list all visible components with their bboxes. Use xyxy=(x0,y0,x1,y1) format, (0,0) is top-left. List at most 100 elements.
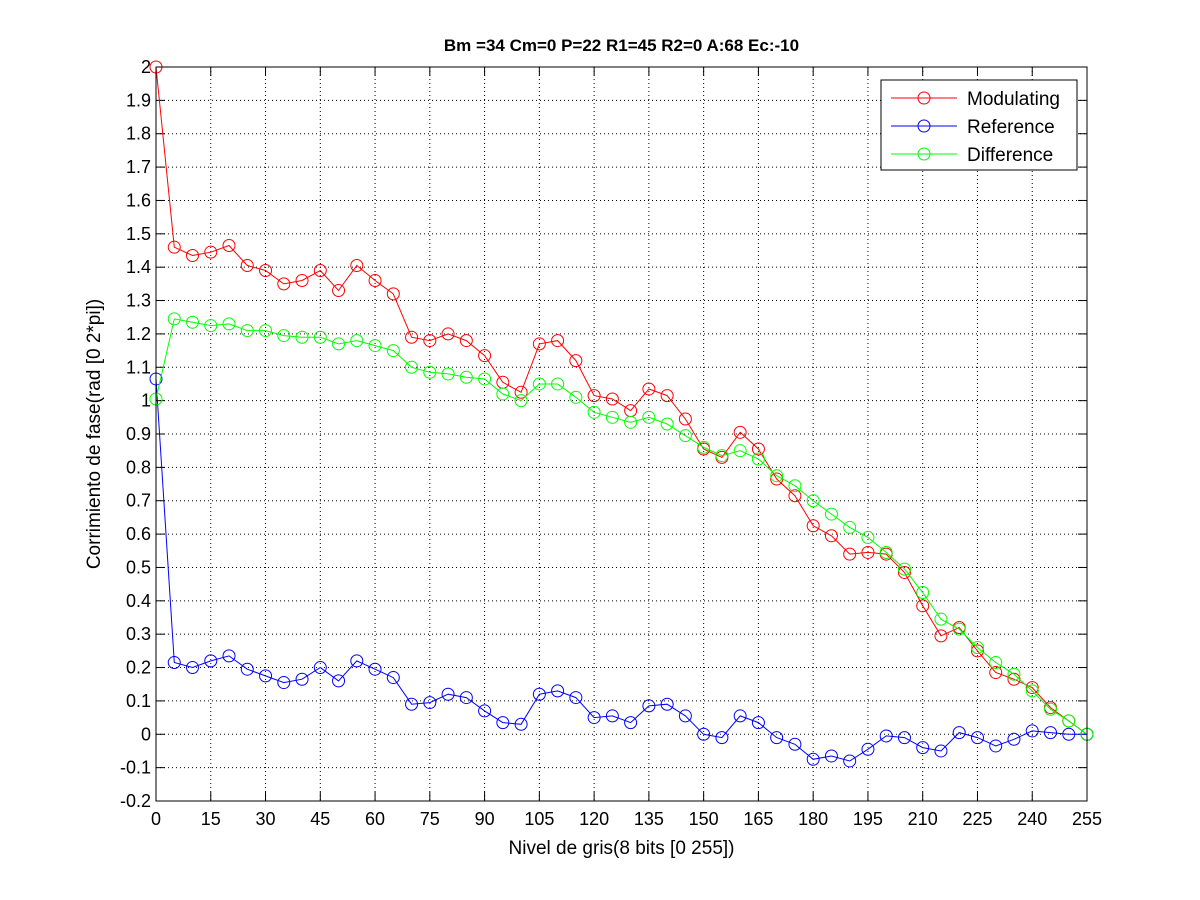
data-point-reference xyxy=(167,656,181,670)
data-point-modulating xyxy=(678,412,692,426)
data-point-modulating xyxy=(806,519,820,533)
data-point-difference xyxy=(952,622,966,636)
legend-label: Reference xyxy=(967,117,1055,138)
data-point-reference xyxy=(295,672,309,686)
data-point-reference xyxy=(806,752,820,766)
data-point-difference xyxy=(423,365,437,379)
data-point-reference xyxy=(916,741,930,755)
data-point-difference xyxy=(989,656,1003,670)
legend-marker xyxy=(917,147,931,161)
data-point-difference xyxy=(587,405,601,419)
data-point-reference xyxy=(277,676,291,690)
series-layer xyxy=(149,60,1094,768)
data-point-difference xyxy=(934,612,948,626)
data-point-reference xyxy=(1062,727,1076,741)
y-tick-label: 1.3 xyxy=(126,291,151,311)
data-point-difference xyxy=(697,440,711,454)
data-point-modulating xyxy=(332,284,346,298)
data-point-reference xyxy=(751,716,765,730)
data-point-difference xyxy=(551,377,565,391)
data-point-modulating xyxy=(970,644,984,658)
data-point-reference xyxy=(989,739,1003,753)
data-point-reference xyxy=(587,711,601,725)
data-point-reference xyxy=(879,729,893,743)
data-point-modulating xyxy=(186,249,200,263)
x-tick-label: 120 xyxy=(579,809,609,829)
data-point-modulating xyxy=(660,389,674,403)
data-point-modulating xyxy=(989,666,1003,680)
data-point-difference xyxy=(843,520,857,534)
data-point-reference xyxy=(350,654,364,668)
y-tick-label: 0.9 xyxy=(126,424,151,444)
series-difference xyxy=(149,312,1094,741)
y-tick-label: 0.8 xyxy=(126,457,151,477)
data-point-difference xyxy=(332,337,346,351)
chart-title: Bm =34 Cm=0 P=22 R1=45 R2=0 A:68 Ec:-10 xyxy=(444,36,799,55)
x-tick-label: 210 xyxy=(908,809,938,829)
data-point-reference xyxy=(551,684,565,698)
data-point-modulating xyxy=(551,334,565,348)
data-point-modulating xyxy=(459,334,473,348)
y-tick-label: 1.1 xyxy=(126,357,151,377)
y-tick-label: 0.3 xyxy=(126,624,151,644)
data-point-difference xyxy=(386,344,400,358)
y-tick-label: 1.6 xyxy=(126,190,151,210)
data-point-modulating xyxy=(167,240,181,254)
y-axis-label: Corrimiento de fase(rad [0 2*pi]) xyxy=(84,299,105,569)
data-point-modulating xyxy=(934,629,948,643)
legend-entry-modulating: Modulating xyxy=(891,89,1060,110)
data-point-reference xyxy=(204,654,218,668)
y-tick-label: 1.7 xyxy=(126,157,151,177)
data-point-modulating xyxy=(861,545,875,559)
data-point-difference xyxy=(496,387,510,401)
data-point-modulating xyxy=(240,259,254,273)
data-point-reference xyxy=(733,709,747,723)
y-tick-label: 0.1 xyxy=(126,691,151,711)
data-point-reference xyxy=(660,697,674,711)
data-point-modulating xyxy=(916,599,930,613)
data-point-modulating xyxy=(733,425,747,439)
data-point-difference xyxy=(1025,684,1039,698)
data-point-difference xyxy=(605,410,619,424)
legend-marker xyxy=(917,119,931,133)
legend-label: Difference xyxy=(967,145,1053,166)
data-point-reference xyxy=(897,731,911,745)
data-point-modulating xyxy=(897,565,911,579)
data-point-modulating xyxy=(843,547,857,561)
data-point-reference xyxy=(496,716,510,730)
data-point-modulating xyxy=(350,259,364,273)
x-tick-label: 90 xyxy=(475,809,495,829)
data-point-reference xyxy=(861,742,875,756)
data-point-modulating xyxy=(368,274,382,288)
data-point-difference xyxy=(514,394,528,408)
x-tick-label: 195 xyxy=(853,809,883,829)
data-point-difference xyxy=(770,469,784,483)
y-tick-label: 0.5 xyxy=(126,557,151,577)
y-tick-label: 2 xyxy=(141,57,151,77)
series-line-difference xyxy=(155,318,1088,735)
x-tick-label: 255 xyxy=(1072,809,1102,829)
data-point-reference xyxy=(970,731,984,745)
data-point-difference xyxy=(405,360,419,374)
y-tick-label: 1.9 xyxy=(126,90,151,110)
data-point-reference xyxy=(386,671,400,685)
y-tick-label: 1.2 xyxy=(126,324,151,344)
series-modulating xyxy=(149,60,1094,741)
data-point-reference xyxy=(934,744,948,758)
data-point-reference xyxy=(624,716,638,730)
y-tick-label: 1.5 xyxy=(126,224,151,244)
y-tick-label: 0 xyxy=(141,724,151,744)
x-axis-label: Nivel de gris(8 bits [0 255]) xyxy=(509,838,735,859)
data-point-difference xyxy=(879,545,893,559)
y-tick-labels: -0.2 -0.1 0 0.1 0.2 0.3 0.4 0.5 0.6 0.7 0.8 0.9 1 1.1… xyxy=(120,57,151,811)
legend-marker xyxy=(917,91,931,105)
data-point-modulating xyxy=(222,238,236,252)
y-tick-label: 1 xyxy=(141,391,151,411)
data-point-modulating xyxy=(751,442,765,456)
data-point-reference xyxy=(952,726,966,740)
legend-box xyxy=(880,79,1078,171)
data-point-difference xyxy=(715,449,729,463)
data-point-reference xyxy=(697,727,711,741)
data-point-modulating xyxy=(824,529,838,543)
